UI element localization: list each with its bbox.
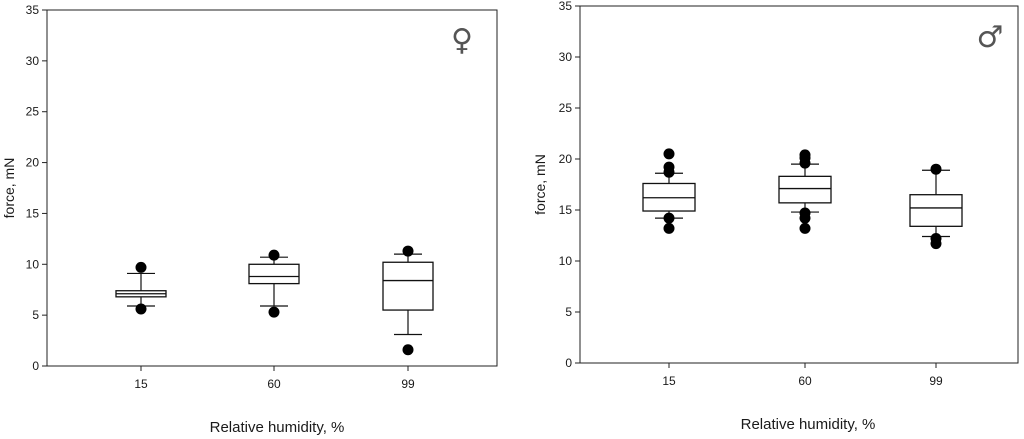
y-axis-label: force, mN [532, 154, 548, 215]
y-tick-label: 20 [26, 156, 40, 170]
plot-frame [579, 5, 1019, 364]
y-tick-label: 35 [559, 0, 573, 13]
male-symbol-icon: ♂ [977, 20, 1004, 55]
y-tick-label: 20 [559, 152, 573, 166]
x-tick-label: 60 [267, 377, 281, 391]
x-axis-label: Relative humidity, % [741, 416, 876, 433]
outlier-point [135, 261, 147, 273]
y-tick-label: 5 [32, 308, 39, 322]
y-tick-label: 25 [26, 105, 40, 119]
y-tick-label: 0 [565, 356, 572, 370]
x-tick-label: 99 [401, 377, 415, 391]
y-tick-label: 30 [559, 50, 573, 64]
y-tick-label: 35 [26, 3, 40, 17]
x-tick-label: 15 [134, 377, 148, 391]
outlier-point [799, 207, 811, 219]
outlier-point [930, 233, 942, 245]
x-tick-label: 15 [662, 374, 676, 388]
box-60 [248, 249, 300, 318]
box-iqr [248, 263, 300, 285]
outlier-point [663, 161, 675, 173]
box-iqr [382, 261, 434, 311]
box-99 [909, 163, 963, 250]
outlier-point [402, 245, 414, 257]
y-tick-label: 30 [26, 54, 40, 68]
outlier-point [930, 163, 942, 175]
plot-frame [46, 9, 498, 367]
outlier-point [135, 303, 147, 315]
y-tick-label: 5 [565, 305, 572, 319]
y-tick-label: 15 [26, 206, 40, 220]
x-axis-label: Relative humidity, % [210, 419, 345, 436]
y-tick-label: 15 [559, 203, 573, 217]
box-60 [778, 149, 832, 234]
outlier-point [268, 249, 280, 261]
outlier-point [268, 306, 280, 318]
y-tick-label: 10 [26, 257, 40, 271]
outlier-point [799, 222, 811, 234]
outlier-point [663, 212, 675, 224]
y-tick-label: 0 [32, 359, 39, 373]
y-axis-label: force, mN [1, 158, 17, 219]
box-15 [642, 148, 696, 234]
chart-panel-1: 0 5 10 15 20 25 30 35 15 60 99 Relative humidity, %… [1, 3, 498, 436]
y-tick-label: 25 [559, 101, 573, 115]
chart-panel-2: 0 5 10 15 20 25 30 35 15 60 99 Relative humidity, %… [532, 0, 1019, 433]
outlier-point [663, 148, 675, 160]
box-iqr [778, 175, 832, 204]
y-tick-label: 10 [559, 254, 573, 268]
x-tick-label: 60 [798, 374, 812, 388]
outlier-point [402, 344, 414, 356]
x-tick-label: 99 [929, 374, 943, 388]
box-99 [382, 245, 434, 356]
box-iqr [909, 194, 963, 227]
outlier-point [663, 222, 675, 234]
box-15 [115, 261, 167, 315]
female-symbol-icon: ♀ [451, 23, 473, 58]
outlier-point [799, 149, 811, 161]
